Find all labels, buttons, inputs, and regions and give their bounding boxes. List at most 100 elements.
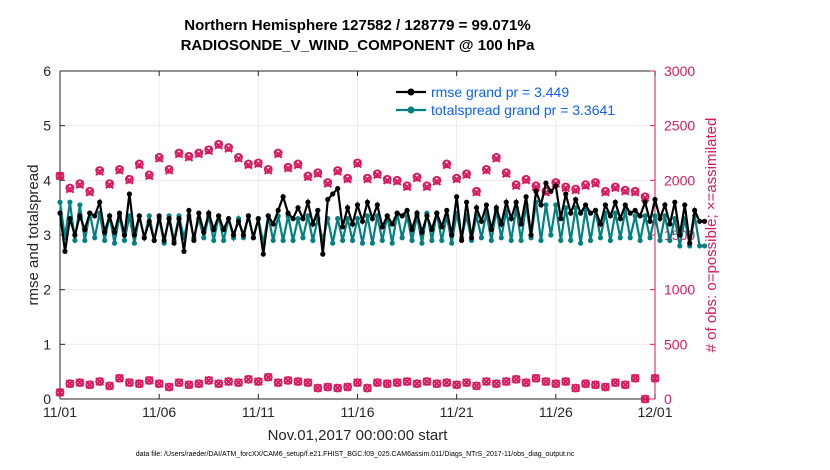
obs-possible-marker [531, 373, 541, 383]
rmse-point [359, 218, 366, 224]
rmse-point [667, 221, 673, 227]
obs-possible-marker [402, 377, 412, 386]
obs-assimilated-marker [263, 166, 273, 175]
obs-possible-marker [263, 372, 273, 382]
obs-possible-marker [610, 378, 620, 388]
obs-assimilated-marker [412, 173, 422, 183]
rmse-point [201, 229, 207, 235]
obs-possible-marker [194, 379, 204, 389]
totalspread-point [349, 237, 356, 244]
totalspread-point [617, 235, 623, 241]
rmse-point [543, 180, 549, 186]
rmse-point [454, 194, 460, 200]
totalspread-point [221, 237, 227, 244]
obs-possible-marker [125, 174, 134, 184]
obs-assimilated-marker [333, 167, 342, 176]
rmse-point [607, 213, 613, 219]
obs-possible-marker [323, 178, 333, 187]
rmse-point [463, 199, 470, 205]
totalspread-point [642, 213, 648, 219]
obs-assimilated-marker [452, 380, 461, 390]
legend-box [392, 80, 650, 120]
rmse-point [325, 196, 331, 203]
obs-assimilated-marker [184, 153, 194, 162]
rmse-point [394, 210, 400, 216]
totalspread-point [369, 240, 375, 246]
obs-assimilated-marker [303, 172, 313, 182]
totalspread-point [419, 240, 425, 246]
obs-possible-marker [75, 378, 85, 388]
obs-series-1 [55, 141, 650, 203]
totalspread-point [478, 235, 485, 241]
obs-assimilated-marker [472, 188, 481, 197]
obs-possible-marker [353, 378, 362, 388]
obs-assimilated-marker [541, 377, 551, 386]
obs-possible-marker [343, 382, 352, 392]
totalspread-point [578, 240, 584, 246]
totalspread-point [72, 237, 78, 244]
rmse-point [300, 216, 306, 222]
obs-assimilated-marker [303, 378, 313, 387]
totalspread-point [330, 240, 336, 246]
obs-assimilated-marker [115, 166, 124, 175]
obs-possible-marker [55, 171, 65, 181]
chart-title: Northern Hemisphere 127582 / 128779 = 99… [184, 17, 531, 34]
obs-possible-marker [452, 173, 462, 183]
rmse-point [126, 191, 133, 197]
obs-assimilated-marker [363, 174, 372, 184]
totalspread-point [548, 232, 554, 238]
obs-possible-marker [273, 148, 283, 158]
obs-assimilated-marker [422, 182, 432, 192]
totalspread-series [57, 199, 708, 249]
obs-assimilated-marker [412, 379, 422, 389]
obs-assimilated-marker [55, 171, 65, 181]
obs-assimilated-marker [640, 193, 650, 203]
obs-assimilated-marker [164, 382, 174, 392]
rmse-point [369, 216, 375, 222]
obs-possible-marker [154, 152, 164, 162]
obs-possible-marker [85, 380, 95, 390]
obs-assimilated-marker [234, 154, 243, 163]
obs-possible-marker [422, 377, 432, 386]
totalspread-point [280, 237, 286, 244]
obs-assimilated-marker [135, 379, 144, 389]
rmse-point [503, 199, 509, 205]
obs-possible-marker [432, 379, 442, 389]
totalspread-point [335, 216, 341, 222]
obs-assimilated-marker [105, 180, 114, 190]
totalspread-point [211, 237, 217, 244]
rmse-point [647, 218, 653, 224]
rmse-point [374, 202, 380, 208]
rmse-point [156, 213, 162, 219]
obs-assimilated-marker [214, 379, 223, 389]
y-tick-label: 2 [43, 282, 51, 298]
y2-tick-label: 3000 [664, 63, 695, 79]
obs-assimilated-marker [620, 186, 630, 196]
legend-rmse-marker [407, 88, 415, 96]
rmse-point [245, 213, 252, 219]
rmse-point [414, 210, 420, 216]
obs-assimilated-marker [571, 383, 580, 393]
rmse-point [265, 213, 271, 219]
rmse-point [320, 251, 326, 257]
obs-assimilated-marker [492, 379, 501, 389]
obs-possible-marker [125, 378, 134, 388]
obs-possible-marker [55, 388, 65, 397]
obs-possible-marker [372, 169, 382, 179]
obs-assimilated-marker [601, 382, 610, 392]
rmse-point [697, 218, 703, 224]
y-tick-label: 0 [43, 391, 51, 407]
obs-assimilated-marker [353, 378, 362, 387]
obs-assimilated-marker [650, 373, 660, 383]
rmse-point [181, 248, 187, 254]
obs-possible-marker [194, 148, 204, 158]
obs-assimilated-marker [561, 377, 571, 386]
obs-possible-marker [273, 378, 283, 388]
rmse-point [642, 199, 648, 205]
totalspread-point [637, 237, 643, 244]
rmse-point [102, 229, 108, 235]
totalspread-point [558, 237, 564, 244]
totalspread-point [340, 237, 346, 244]
obs-possible-marker [491, 152, 501, 162]
rmse-point [389, 221, 395, 227]
